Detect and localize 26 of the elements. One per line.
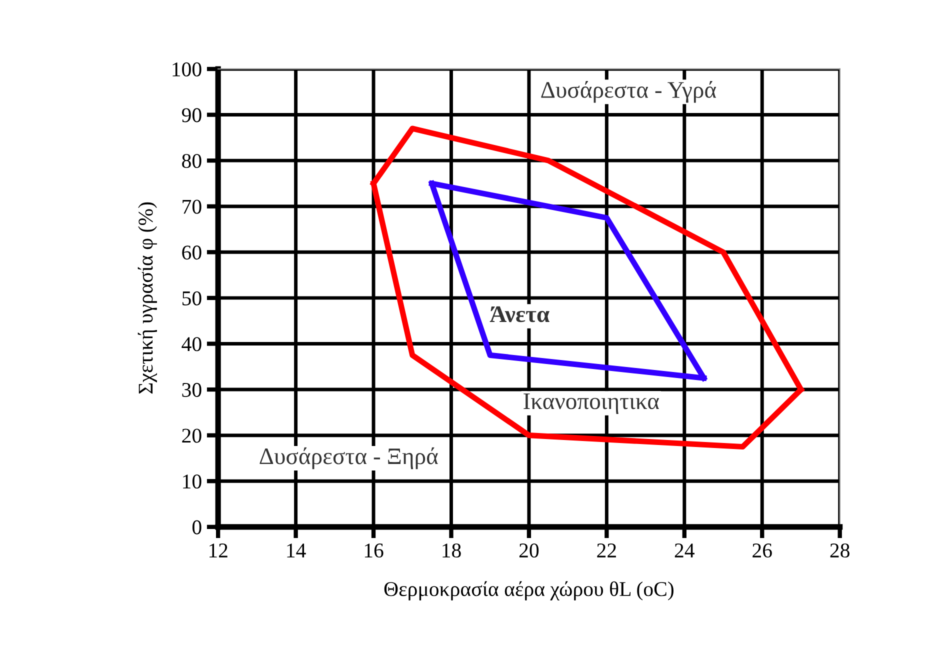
y-tick-label: 100 <box>172 62 202 76</box>
y-axis-title: Σχετική υγρασία φ (%) <box>138 202 157 394</box>
x-tick-label: 26 <box>752 544 772 558</box>
annotation: Δυσάρεστα - Ξηρά <box>260 447 438 470</box>
y-tick-label: 70 <box>182 200 202 214</box>
x-tick-label: 12 <box>209 544 228 558</box>
y-tick-label: 90 <box>182 108 202 122</box>
x-axis-title: Θερμοκρασία αέρα χώρου θL (oC) <box>384 581 674 600</box>
y-tick-label: 30 <box>182 382 202 397</box>
x-tick-label: 16 <box>364 544 384 558</box>
x-tick-label: 22 <box>597 544 616 558</box>
y-tick-label: 40 <box>182 337 202 352</box>
y-tick-label: 80 <box>182 154 202 168</box>
y-tick-label: 60 <box>182 246 202 260</box>
y-tick-label: 50 <box>182 291 202 306</box>
annotation: Δυσάρεστα - Υγρά <box>541 81 716 103</box>
x-tick-label: 14 <box>287 544 306 558</box>
x-tick-label: 20 <box>519 543 539 558</box>
annotation: Ικανοποιητικα <box>524 393 659 414</box>
x-tick-label: 18 <box>442 543 461 558</box>
y-tick-label: 0 <box>192 520 202 534</box>
annotation: Άνετα <box>490 306 550 322</box>
x-tick-label: 28 <box>830 543 850 558</box>
y-tick-label: 10 <box>183 474 202 489</box>
y-tick-label: 20 <box>182 428 202 443</box>
x-tick-label: 24 <box>674 544 694 558</box>
